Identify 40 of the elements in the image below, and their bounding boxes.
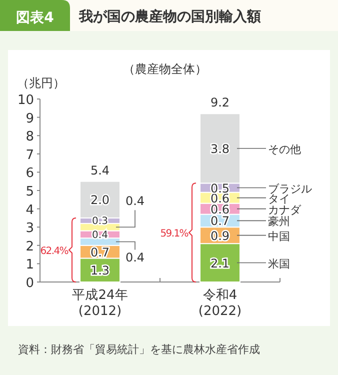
data-label: 1.3 — [90, 264, 110, 278]
total-label: 9.2 — [210, 96, 230, 110]
x-tick-label: 平成24年 (2012) — [72, 288, 128, 319]
y-tick-label: 4 — [26, 202, 34, 218]
text: 豪州 — [268, 215, 290, 228]
data-label: 0.4 — [125, 250, 145, 265]
annotation: 62.4% — [40, 246, 68, 257]
x-tick-label: 令和4 (2022) — [198, 288, 242, 319]
text: 資料：財務省「貿易統計」を基に農林水産省作成 — [18, 343, 260, 356]
data-label: 0.7 — [210, 214, 230, 228]
text: 中国 — [268, 230, 290, 243]
data-label: 2.1 — [210, 256, 230, 270]
y-tick-label: 9 — [26, 111, 34, 126]
y-tick-label: 8 — [26, 130, 34, 145]
data-label: 0.4 — [92, 230, 108, 241]
y-tick-label: 2 — [26, 239, 34, 254]
y-axis-title: （兆円） — [17, 76, 65, 90]
data-label: 0.9 — [210, 228, 230, 243]
text: カナダ — [268, 203, 302, 216]
y-tick-label: 5 — [26, 184, 34, 200]
text: ブラジル — [268, 182, 312, 196]
total-label: 5.4 — [90, 163, 110, 178]
text: その他 — [268, 142, 301, 156]
y-tick-label: 0 — [26, 276, 34, 291]
y-tick-label: 1 — [26, 258, 34, 273]
text: 米国 — [268, 257, 290, 270]
chart-subtitle: （農産物全体） — [123, 62, 207, 76]
y-tick-label: 3 — [26, 221, 34, 236]
y-tick-label: 6 — [26, 166, 34, 182]
text: 図表4 — [16, 10, 54, 26]
data-label: 0.4 — [125, 194, 145, 208]
chart-title: 我が国の農産物の国別輸入額 — [78, 8, 261, 25]
data-label: 2.0 — [90, 193, 110, 208]
data-label: 0.7 — [90, 245, 110, 260]
y-tick-label: 10 — [17, 93, 34, 108]
data-label: 0.6 — [210, 202, 230, 216]
data-label: 0.3 — [92, 216, 108, 228]
y-tick-label: 7 — [26, 148, 34, 163]
annotation: 59.1% — [160, 228, 188, 240]
data-label: 3.8 — [210, 142, 230, 156]
